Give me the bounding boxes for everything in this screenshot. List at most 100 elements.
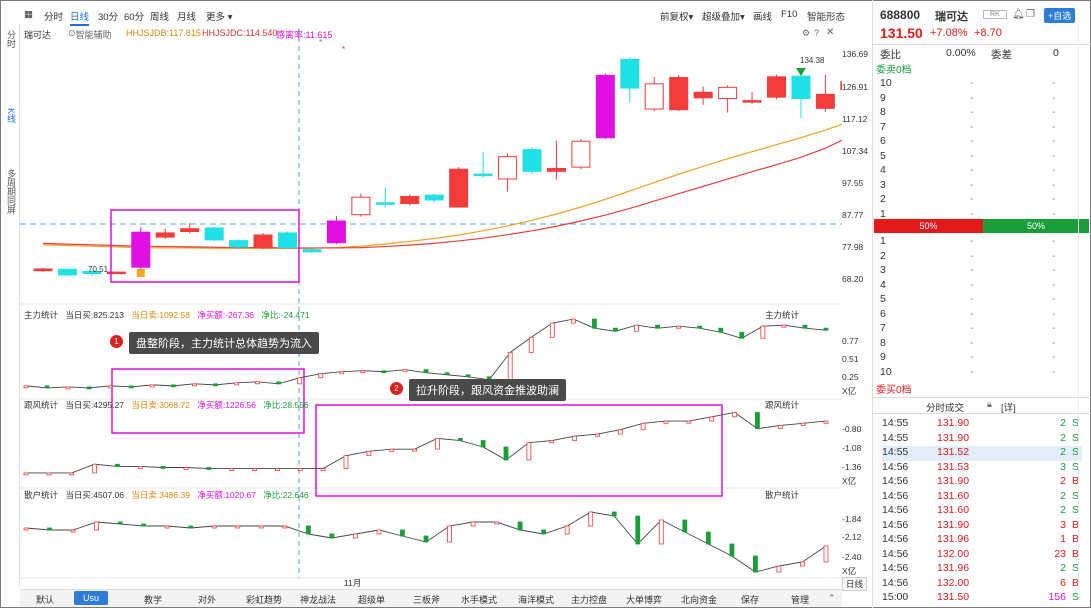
- btab[interactable]: 三板斧: [413, 595, 441, 605]
- chart-legend: 瑞可达 ⊙ 智能辅助 HHJSJDB:117.815 HHJSJDC:114.5…: [24, 28, 444, 40]
- retail-fund-header: 散户统计 当日买:4507.06 当日卖:3486.39 净买额:1020.67…: [24, 489, 309, 501]
- buy-level-row[interactable]: 6 - -: [880, 308, 1080, 323]
- main-fund-bar: [402, 369, 408, 373]
- settings-icon[interactable]: ⚙: [802, 28, 811, 38]
- buy-level-row[interactable]: 4 - -: [880, 279, 1080, 294]
- btab[interactable]: 管理: [791, 595, 810, 605]
- trade-volume: 6: [1060, 576, 1066, 589]
- btab[interactable]: 保存: [741, 595, 760, 605]
- f10-button[interactable]: F10: [781, 9, 798, 20]
- adjust-dropdown[interactable]: 前复权▾: [660, 12, 694, 23]
- level-label: 4: [880, 164, 886, 176]
- help-icon[interactable]: ?: [814, 28, 820, 38]
- retail-fund-bar: [423, 535, 429, 543]
- ma1-legend: HHJSJDB:117.815: [126, 28, 201, 38]
- candle-body: [718, 86, 738, 100]
- buy-level-row[interactable]: 10 - -: [880, 366, 1080, 381]
- tab-60min[interactable]: 60分: [124, 12, 145, 23]
- vtab-multi-period[interactable]: 多周期同屏: [1, 169, 20, 218]
- sell-level-row[interactable]: 10 - -: [880, 77, 1080, 92]
- follow-fund-bar: [206, 467, 212, 470]
- trades-detail-link[interactable]: [详]: [1001, 403, 1016, 414]
- ma1-line: [42, 123, 842, 249]
- sell-level-row[interactable]: 6 - -: [880, 135, 1080, 150]
- candle-body: [302, 249, 322, 253]
- tab-timeshare[interactable]: 分时: [44, 12, 64, 23]
- smart-assist-toggle[interactable]: ⊙ 智能辅助: [68, 28, 112, 40]
- collapse-icon[interactable]: ⌃: [828, 593, 836, 603]
- sell-level-row[interactable]: 9 - -: [880, 92, 1080, 107]
- sell-level-row[interactable]: 7 - -: [880, 121, 1080, 136]
- btab[interactable]: 神龙战法: [300, 595, 337, 605]
- grid-icon[interactable]: ▦: [24, 9, 33, 20]
- sell-level-row[interactable]: 1 - -: [880, 208, 1080, 223]
- sell-level-row[interactable]: 5 - -: [880, 150, 1080, 165]
- level-volume: -: [1052, 207, 1056, 220]
- main-fund-bar: [170, 384, 176, 388]
- candle-body: [742, 100, 762, 103]
- btab[interactable]: 大单博弈: [626, 595, 663, 605]
- trade-side: S: [1072, 417, 1080, 429]
- sell-level-row[interactable]: 4 - -: [880, 164, 1080, 179]
- btab[interactable]: 海洋模式: [518, 595, 555, 605]
- buy-level-row[interactable]: 7 - -: [880, 322, 1080, 337]
- main-fund-bar: [739, 331, 745, 339]
- btab[interactable]: 水手模式: [461, 595, 498, 605]
- level-volume: -: [1052, 106, 1056, 118]
- period-button[interactable]: 日线: [842, 577, 868, 591]
- btab[interactable]: 超级单: [358, 595, 386, 605]
- btab[interactable]: 北向资金: [681, 595, 718, 605]
- buy-level-row[interactable]: 8 - -: [880, 337, 1080, 352]
- tab-daily[interactable]: 日线: [70, 9, 90, 26]
- bell-icon[interactable]: 🔔︎: [1012, 9, 1025, 20]
- main-fund-bar: [86, 386, 92, 390]
- kline-chart[interactable]: **: [20, 26, 842, 588]
- tab-weekly[interactable]: 周线: [150, 12, 170, 23]
- trade-volume: 2: [1060, 417, 1066, 429]
- buy-level-row[interactable]: 2 - -: [880, 250, 1080, 265]
- follow-fund-bar: [115, 463, 120, 467]
- panel-buy: 当日买:825.213: [65, 310, 124, 320]
- btab[interactable]: 彩虹趋势: [246, 595, 283, 605]
- close-icon[interactable]: ✕: [826, 27, 835, 38]
- sell-level-row[interactable]: 8 - -: [880, 106, 1080, 121]
- panel-net: 净买额:1226.56: [197, 400, 256, 410]
- buy-level-row[interactable]: 1 - -: [880, 235, 1080, 250]
- btab[interactable]: Usu: [74, 591, 109, 605]
- main-fund-bar: [107, 385, 113, 389]
- add-watchlist-button[interactable]: +自选: [1044, 8, 1076, 23]
- vtab-timeshare[interactable]: 分时: [1, 30, 20, 52]
- sell-level-row[interactable]: 3 - -: [880, 179, 1080, 194]
- vtab-kline[interactable]: K线: [1, 108, 20, 127]
- lock-icon[interactable]: 🔒︎: [987, 399, 992, 409]
- tab-more[interactable]: 更多 ▾: [206, 12, 233, 23]
- btab[interactable]: 对外: [198, 595, 217, 605]
- smart-pattern-button[interactable]: 智能形态: [807, 12, 846, 23]
- scrollbar[interactable]: [1078, 24, 1088, 584]
- level-volume: -: [1052, 278, 1056, 291]
- follow-fund-bar: [777, 425, 783, 430]
- candle-body: [204, 227, 224, 241]
- btab[interactable]: 默认: [36, 595, 55, 605]
- level-volume: -: [1052, 293, 1056, 305]
- follow-fund-bar: [595, 433, 600, 437]
- tab-monthly[interactable]: 月线: [177, 12, 197, 23]
- copy-icon[interactable]: ❐: [1026, 9, 1035, 20]
- draw-line-button[interactable]: 画线: [753, 12, 773, 23]
- buy-ratio-bar: 50%: [874, 219, 983, 233]
- btab[interactable]: 主力控盘: [571, 595, 608, 605]
- trade-time: 14:56: [882, 460, 909, 473]
- follow-fund-bar: [549, 440, 555, 444]
- level-label: 9: [880, 351, 886, 363]
- trade-time: 14:56: [882, 576, 909, 589]
- btab[interactable]: 教学: [144, 595, 163, 605]
- buy-level-row[interactable]: 5 - -: [880, 293, 1080, 308]
- level-price: -: [970, 264, 974, 276]
- overlay-dropdown[interactable]: 超级叠加▾: [702, 12, 745, 23]
- buy-level-row[interactable]: 9 - -: [880, 351, 1080, 366]
- buy-level-row[interactable]: 3 - -: [880, 264, 1080, 279]
- trade-time: 14:56: [882, 475, 909, 487]
- p1-tick: 0.51: [842, 354, 859, 364]
- sell-level-row[interactable]: 2 - -: [880, 193, 1080, 208]
- tab-30min[interactable]: 30分: [98, 12, 119, 23]
